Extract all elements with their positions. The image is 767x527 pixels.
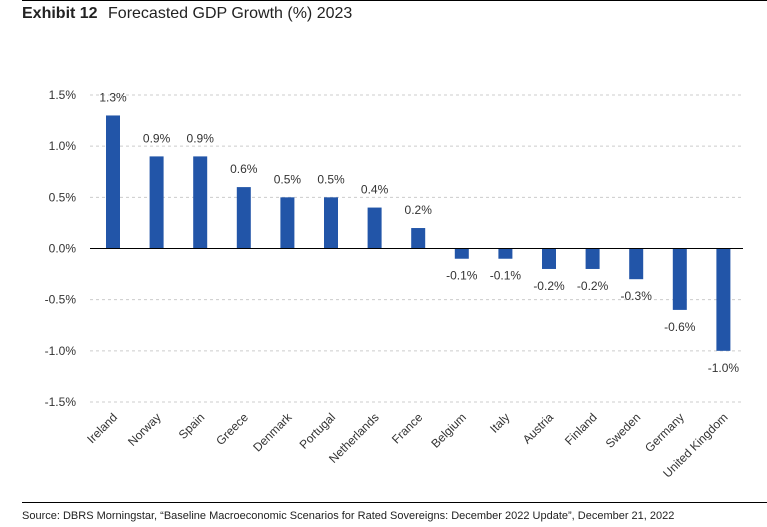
bars xyxy=(106,115,731,351)
y-tick-label: -1.0% xyxy=(45,344,77,358)
bottom-rule xyxy=(22,502,767,503)
bar-sweden xyxy=(629,248,644,280)
bar-united-kingdom xyxy=(716,248,731,351)
data-label: -0.1% xyxy=(446,269,478,283)
data-label: 0.6% xyxy=(230,162,258,176)
bar-italy xyxy=(498,248,513,259)
bar-ireland xyxy=(106,115,120,249)
bar-belgium xyxy=(454,248,469,259)
data-labels: 1.3% 0.9% 0.9% 0.6% 0.5% 0.5% 0.4% 0.2% -0.1% -0.… xyxy=(99,90,739,374)
data-label: 0.5% xyxy=(274,172,302,186)
x-tick-label: Finland xyxy=(562,410,600,448)
bar-portugal xyxy=(324,197,338,249)
data-label: -1.0% xyxy=(708,361,740,375)
x-tick-label: Portugal xyxy=(297,410,339,452)
data-label: 0.5% xyxy=(317,172,345,186)
bar-austria xyxy=(542,248,556,269)
data-label: -0.2% xyxy=(577,279,609,293)
data-label: 0.4% xyxy=(361,183,389,197)
bar-greece xyxy=(236,187,251,249)
x-tick-label: Belgium xyxy=(428,410,469,451)
x-axis-ticks: Ireland Norway Spain Greece Denmark PortugalN… xyxy=(84,410,730,481)
y-tick-label: 0.5% xyxy=(49,190,77,204)
data-label: -0.6% xyxy=(664,320,696,334)
x-tick-label: Italy xyxy=(487,410,512,435)
y-axis-ticks: 1.5% 1.0% 0.5% 0.0% -0.5% -1.0% -1.5% xyxy=(45,88,77,409)
y-tick-label: 1.0% xyxy=(49,139,77,153)
bar-finland xyxy=(585,248,600,269)
x-tick-label: Norway xyxy=(125,410,164,449)
exhibit-number: Exhibit 12 xyxy=(22,5,98,22)
y-tick-label: -1.5% xyxy=(45,395,77,409)
x-tick-label: France xyxy=(389,410,426,447)
data-label: -0.3% xyxy=(621,289,653,303)
x-tick-label: Ireland xyxy=(84,410,120,446)
data-label: 0.9% xyxy=(187,131,215,145)
data-label: 0.9% xyxy=(143,131,171,145)
bar-germany xyxy=(672,248,687,310)
x-tick-label: Spain xyxy=(176,410,208,442)
data-label: 0.2% xyxy=(405,203,433,217)
bar-denmark xyxy=(280,197,295,249)
bar-spain xyxy=(193,156,208,249)
data-label: 1.3% xyxy=(99,90,127,104)
bar-norway xyxy=(149,156,164,249)
y-tick-label: 1.5% xyxy=(49,88,77,102)
y-tick-label: 0.0% xyxy=(49,242,77,256)
chart-header: Exhibit 12 Forecasted GDP Growth (%) 202… xyxy=(22,5,352,23)
bar-france xyxy=(411,228,426,249)
bar-netherlands xyxy=(367,207,382,249)
data-label: -0.2% xyxy=(533,279,565,293)
data-label: -0.1% xyxy=(490,269,522,283)
x-tick-label: Sweden xyxy=(603,410,644,451)
x-tick-label: Greece xyxy=(213,410,251,448)
top-rule xyxy=(22,0,767,1)
x-tick-label: Germany xyxy=(642,410,687,455)
x-tick-label: Denmark xyxy=(250,410,295,455)
x-tick-label: Austria xyxy=(520,410,557,447)
chart-title: Forecasted GDP Growth (%) 2023 xyxy=(108,5,353,22)
y-tick-label: -0.5% xyxy=(45,293,77,307)
source-note: Source: DBRS Morningstar, “Baseline Macr… xyxy=(22,510,675,522)
